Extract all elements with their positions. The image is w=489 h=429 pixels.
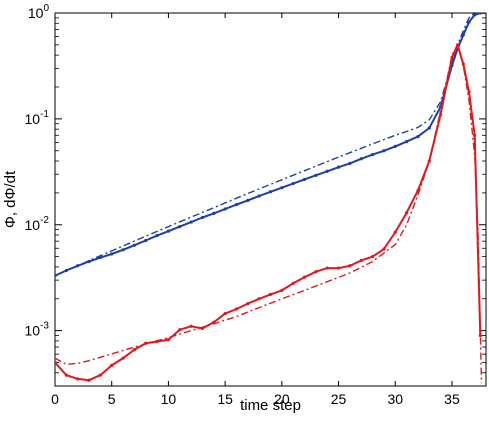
y-axis-title: Φ, dΦ/dt bbox=[2, 170, 19, 228]
series-0-point bbox=[212, 211, 216, 216]
series-2-point bbox=[393, 230, 397, 234]
series-2-point bbox=[178, 328, 182, 332]
series-0-point bbox=[257, 194, 261, 198]
series-2-point bbox=[336, 266, 341, 270]
series-2-point bbox=[359, 258, 363, 263]
x-tick-label: 10 bbox=[161, 391, 177, 407]
series-line-2 bbox=[55, 43, 482, 382]
series-0-point bbox=[144, 238, 148, 243]
series-0-point bbox=[155, 233, 159, 238]
series-0-point bbox=[393, 144, 397, 148]
series-2-point bbox=[189, 324, 193, 328]
series-2-point bbox=[382, 247, 386, 251]
series-2-point bbox=[348, 264, 352, 268]
series-2-point bbox=[257, 297, 261, 301]
series-2-point bbox=[87, 378, 91, 382]
series-0-point bbox=[336, 165, 341, 169]
y-tick-label: 100 bbox=[28, 3, 50, 21]
x-tick-label: 15 bbox=[217, 391, 233, 407]
series-2-point bbox=[166, 338, 171, 342]
x-tick-label: 25 bbox=[331, 391, 347, 407]
series-0-point bbox=[110, 252, 114, 256]
series-0-point bbox=[189, 220, 193, 224]
series-2-point bbox=[223, 311, 227, 316]
series-2-point bbox=[55, 360, 57, 365]
series-2-point bbox=[132, 348, 136, 352]
series-2-point bbox=[439, 112, 443, 117]
series-2-point bbox=[314, 270, 318, 274]
series-2-point bbox=[405, 211, 409, 215]
series-group bbox=[55, 13, 486, 384]
series-0-point bbox=[416, 135, 420, 139]
series-0-point bbox=[382, 149, 386, 153]
series-0-point bbox=[268, 190, 273, 194]
series-0-point bbox=[166, 229, 171, 233]
series-2-point bbox=[234, 307, 239, 311]
series-0-point bbox=[291, 181, 295, 186]
series-2-point bbox=[98, 373, 102, 377]
series-2-point bbox=[268, 292, 273, 296]
y-tick-label: 10-3 bbox=[25, 321, 50, 339]
series-0-point bbox=[302, 177, 307, 182]
series-0-point bbox=[200, 215, 205, 220]
x-axis-title: time step bbox=[240, 397, 301, 414]
series-0-point bbox=[314, 173, 318, 177]
series-0-point bbox=[132, 243, 136, 247]
series-2-point bbox=[325, 266, 329, 270]
series-line-0 bbox=[55, 13, 486, 277]
series-0-point bbox=[348, 161, 352, 165]
y-tick-label: 10-1 bbox=[25, 109, 50, 127]
series-0-point bbox=[405, 140, 409, 144]
series-2-point bbox=[478, 333, 482, 338]
series-0-point bbox=[427, 126, 431, 130]
x-tick-label: 35 bbox=[444, 391, 460, 407]
series-0-point bbox=[359, 157, 363, 161]
series-2-point bbox=[467, 90, 471, 94]
series-2-point bbox=[280, 288, 284, 292]
series-0-point bbox=[121, 248, 125, 252]
y-tick-label: 10-2 bbox=[25, 215, 50, 233]
series-0-point bbox=[246, 198, 250, 202]
x-tick-label: 5 bbox=[108, 391, 116, 407]
series-2-point bbox=[64, 373, 68, 377]
series-0-point bbox=[484, 13, 486, 15]
series-2-point bbox=[110, 363, 114, 367]
series-line-3 bbox=[55, 44, 483, 384]
series-2-point bbox=[121, 356, 125, 360]
series-2-point bbox=[473, 133, 477, 137]
series-2-point bbox=[370, 255, 375, 259]
x-tick-label: 0 bbox=[51, 391, 59, 407]
series-0-point bbox=[370, 152, 375, 157]
series-2-point bbox=[246, 302, 250, 306]
series-0-point bbox=[178, 225, 182, 229]
plot-frame bbox=[54, 12, 487, 387]
series-2-point bbox=[302, 275, 307, 279]
series-2-point bbox=[291, 281, 295, 285]
series-line-1 bbox=[55, 13, 486, 277]
x-tick-label: 30 bbox=[387, 391, 403, 407]
series-0-point bbox=[223, 207, 227, 211]
series-0-point bbox=[234, 203, 239, 207]
series-0-point bbox=[280, 186, 284, 190]
x-tick-label: 20 bbox=[274, 391, 290, 407]
series-2-point bbox=[76, 377, 80, 381]
series-0-point bbox=[325, 169, 329, 173]
